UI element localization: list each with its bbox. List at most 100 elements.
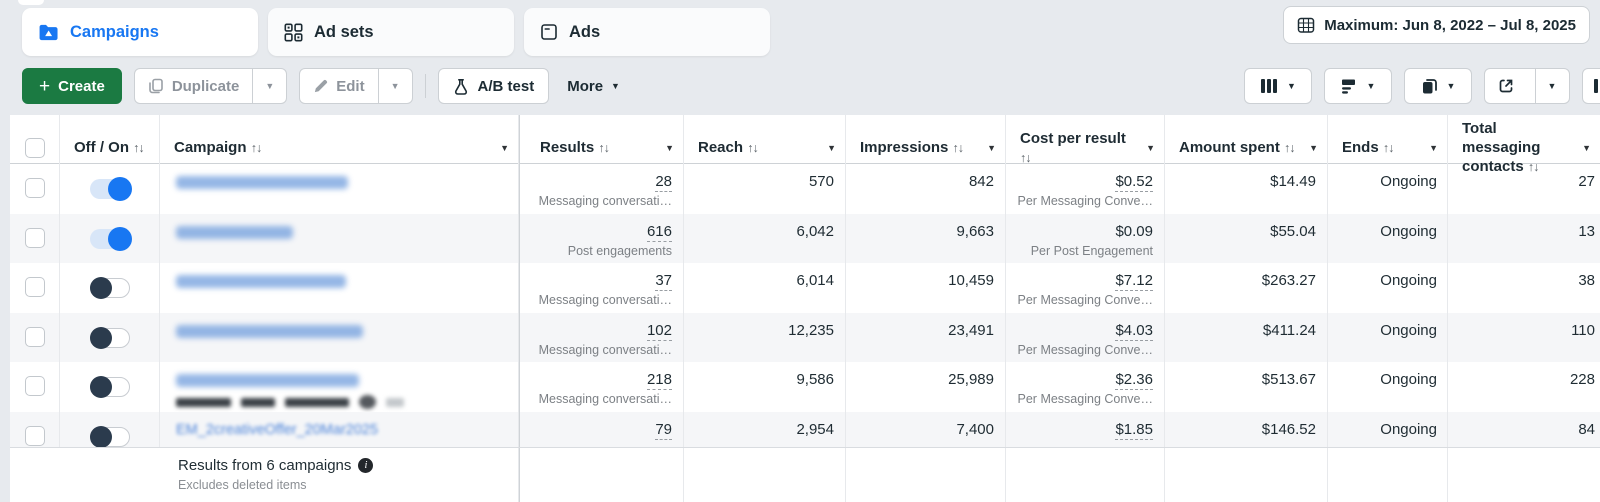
summary-spent-cell	[1165, 448, 1328, 502]
chevron-down-icon[interactable]: ▼	[665, 143, 674, 153]
summary-contacts-cell	[1448, 448, 1600, 502]
column-header-impressions[interactable]: Impressions ↑↓ ▼	[846, 115, 1006, 181]
chevron-down-icon[interactable]: ▼	[500, 143, 509, 153]
chevron-down-icon[interactable]: ▼	[827, 143, 836, 153]
campaign-toggle[interactable]	[89, 177, 132, 201]
tab-campaigns[interactable]: Campaigns	[22, 8, 258, 56]
table-row: 218 Messaging conversati… 9,586 25,989 $2…	[10, 362, 1600, 412]
ab-test-button[interactable]: A/B test	[437, 68, 550, 104]
select-all-checkbox-cell	[10, 115, 60, 181]
chevron-down-icon[interactable]: ▼	[1146, 143, 1155, 153]
results-value[interactable]: 37	[655, 272, 672, 291]
row-checkbox[interactable]	[24, 227, 45, 248]
ab-test-label: A/B test	[477, 77, 535, 95]
reach-value: 2,954	[796, 420, 834, 438]
chart-button-partial[interactable]	[1582, 68, 1600, 104]
row-checkbox[interactable]	[24, 376, 45, 396]
more-button[interactable]: More ▼	[561, 68, 626, 104]
row-checkbox[interactable]	[24, 277, 45, 297]
chevron-down-icon[interactable]: ▼	[987, 143, 996, 153]
contacts-value: 110	[1571, 321, 1595, 339]
summary-note: Excludes deleted items	[178, 478, 307, 492]
tab-ads[interactable]: Ads	[524, 8, 770, 56]
cost-per-result-value[interactable]: $2.36	[1115, 371, 1153, 390]
reach-header-label: Reach	[698, 139, 744, 156]
contacts-header-label: Total messaging contacts	[1462, 120, 1541, 175]
summary-checkbox-spacer	[10, 448, 60, 502]
campaign-name-redacted[interactable]	[176, 176, 348, 189]
reports-icon	[1421, 78, 1438, 95]
cost-per-result-value[interactable]: $1.85	[1115, 420, 1153, 440]
results-value[interactable]: 79	[655, 420, 672, 440]
create-button[interactable]: + Create	[22, 68, 122, 104]
results-value[interactable]: 102	[646, 321, 672, 341]
cost-per-result-value[interactable]: $7.12	[1115, 272, 1153, 291]
results-value[interactable]: 616	[646, 222, 672, 242]
row-checkbox[interactable]	[24, 178, 45, 198]
sort-icon: ↑↓	[1284, 141, 1295, 155]
toggle-knob	[89, 425, 112, 448]
column-header-results[interactable]: Results ↑↓ ▼	[519, 115, 684, 181]
cost-per-result-value[interactable]: $0.09	[1115, 222, 1153, 240]
column-header-campaign[interactable]: Campaign ↑↓ ▼	[160, 115, 519, 181]
cost-per-result-value[interactable]: $4.03	[1115, 321, 1153, 341]
column-header-amount-spent[interactable]: Amount spent ↑↓ ▼	[1165, 115, 1328, 181]
date-range-button[interactable]: Maximum: Jun 8, 2022 – Jul 8, 2025	[1283, 6, 1590, 44]
summary-toggle-spacer	[60, 448, 160, 502]
campaign-toggle[interactable]	[89, 425, 130, 448]
results-value[interactable]: 218	[646, 371, 672, 390]
duplicate-button[interactable]: Duplicate	[135, 69, 253, 103]
breakdown-button[interactable]: ▼	[1324, 68, 1392, 104]
ends-value: Ongoing	[1380, 173, 1437, 190]
campaign-toggle[interactable]	[89, 277, 130, 299]
cost-type-label: Per Post Engagement	[1030, 243, 1153, 258]
amount-spent-value: $263.27	[1261, 272, 1316, 289]
chart-icon	[1593, 78, 1600, 94]
column-header-off-on[interactable]: Off / On ↑↓	[60, 115, 160, 181]
ends-value: Ongoing	[1380, 371, 1437, 388]
ends-value: Ongoing	[1380, 272, 1437, 289]
breakdown-icon	[1341, 78, 1358, 94]
reach-value: 570	[808, 173, 834, 190]
more-label: More	[567, 77, 604, 95]
reports-button[interactable]: ▼	[1404, 68, 1472, 104]
edit-button[interactable]: Edit	[300, 69, 377, 103]
columns-button[interactable]: ▼	[1244, 68, 1312, 104]
campaign-name-redacted[interactable]	[176, 324, 363, 338]
cost-per-result-value[interactable]: $0.52	[1115, 173, 1153, 192]
row-checkbox[interactable]	[24, 425, 45, 446]
campaign-toggle[interactable]	[89, 376, 130, 398]
duplicate-dropdown[interactable]: ▼	[252, 69, 286, 103]
table-summary-row: Results from 6 campaigns i Excludes dele…	[10, 447, 1600, 502]
row-checkbox[interactable]	[24, 326, 45, 347]
export-button[interactable]	[1486, 69, 1526, 103]
edit-dropdown[interactable]: ▼	[377, 69, 412, 103]
chevron-down-icon: ▼	[1287, 80, 1296, 91]
cost-header-label: Cost per result	[1020, 129, 1126, 147]
campaign-toggle[interactable]	[89, 226, 132, 251]
tab-ad-sets-label: Ad sets	[314, 22, 374, 41]
plus-icon: +	[39, 75, 51, 97]
column-header-reach[interactable]: Reach ↑↓ ▼	[684, 115, 846, 181]
column-header-total-messaging-contacts[interactable]: Total messaging contacts ↑↓ ▼	[1448, 115, 1600, 181]
column-header-ends[interactable]: Ends ↑↓ ▼	[1328, 115, 1448, 181]
table-header-row: Off / On ↑↓ Campaign ↑↓ ▼ Results ↑↓ ▼ R…	[10, 115, 1600, 181]
summary-reach-cell	[684, 448, 846, 502]
select-all-checkbox[interactable]	[24, 138, 45, 158]
results-value[interactable]: 28	[655, 173, 672, 192]
campaign-name-redacted[interactable]	[176, 275, 346, 288]
chevron-down-icon[interactable]: ▼	[1429, 143, 1438, 153]
export-dropdown[interactable]: ▼	[1534, 69, 1569, 103]
toggle-knob	[89, 277, 112, 299]
tab-ads-label: Ads	[569, 22, 601, 41]
campaign-name-redacted[interactable]	[176, 374, 359, 387]
chevron-down-icon[interactable]: ▼	[1309, 143, 1318, 153]
chevron-down-icon[interactable]: ▼	[1582, 143, 1591, 153]
campaign-toggle[interactable]	[89, 326, 130, 349]
campaign-name-link[interactable]: EM_2creativeOffer_20Mar2025	[176, 421, 379, 438]
column-header-cost-per-result[interactable]: Cost per result ↑↓ ▼	[1006, 115, 1165, 181]
info-icon[interactable]: i	[358, 458, 374, 473]
campaign-name-redacted[interactable]	[176, 225, 293, 239]
date-range-label: Maximum: Jun 8, 2022 – Jul 8, 2025	[1324, 16, 1576, 34]
tab-ad-sets[interactable]: Ad sets	[268, 8, 514, 56]
